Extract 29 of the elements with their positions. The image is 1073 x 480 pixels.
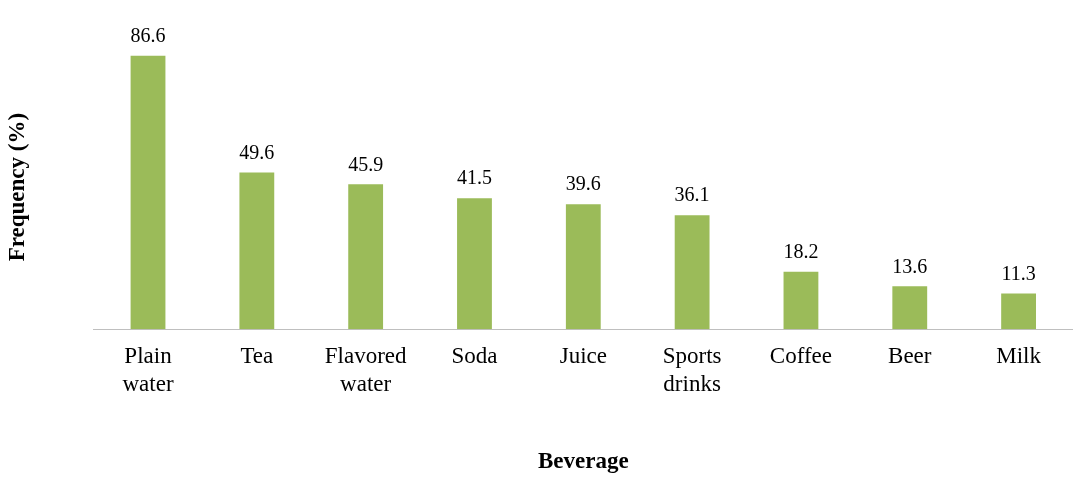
data-label: 86.6 <box>130 23 166 46</box>
x-axis-title: Beverage <box>537 448 629 474</box>
x-tick-label: Coffee <box>769 343 833 369</box>
x-tick-label: Plain water <box>122 343 174 396</box>
data-label: 13.6 <box>892 254 928 277</box>
bar <box>783 271 819 330</box>
bar <box>565 204 601 330</box>
data-label: 49.6 <box>239 140 275 163</box>
x-tick-label: Milk <box>996 343 1042 369</box>
x-tick-label: Juice <box>559 343 607 369</box>
bar <box>674 215 710 330</box>
data-label: 11.3 <box>1001 261 1036 284</box>
bar <box>348 184 384 330</box>
data-label: 45.9 <box>348 152 384 175</box>
bar <box>1001 293 1036 330</box>
bar <box>892 286 928 330</box>
bar <box>239 172 275 330</box>
data-label: 41.5 <box>456 166 492 189</box>
bar <box>130 55 166 330</box>
x-tick-label: Sports drinks <box>662 343 722 396</box>
data-label: 36.1 <box>674 183 710 206</box>
x-tick-label: Beer <box>888 343 932 369</box>
x-tick-label: Soda <box>451 343 498 369</box>
data-label: 18.2 <box>783 239 819 262</box>
y-axis-title: Frequency (%) <box>3 112 29 262</box>
x-tick-label: Tea <box>240 343 274 369</box>
bar <box>457 198 492 330</box>
x-tick-label: Flavored water <box>324 343 408 396</box>
data-label: 39.6 <box>565 172 601 195</box>
